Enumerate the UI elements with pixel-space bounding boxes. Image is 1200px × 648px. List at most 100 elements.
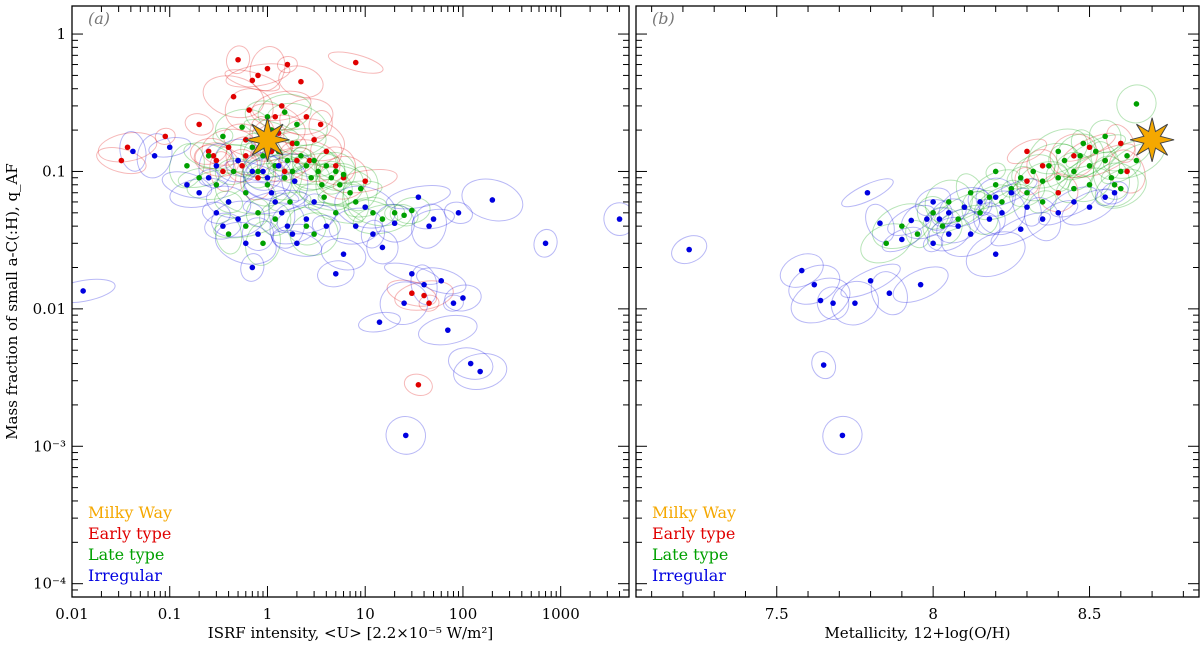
data-point-late-type [401,212,407,219]
data-point-early-type [196,121,202,128]
uncertainty-ellipse [779,253,824,288]
data-point-late-type [260,153,266,159]
uncertainty-ellipse [240,253,265,282]
uncertainty-ellipse [352,203,413,235]
data-point-irregular [930,199,936,205]
data-point-late-type [930,210,936,216]
uncertainty-ellipse [311,214,341,238]
data-point-irregular [961,204,968,210]
uncertainty-ellipse [411,203,447,249]
data-point-late-type [337,181,343,188]
data-point-late-type [315,168,321,175]
data-point-late-type [328,174,335,181]
uncertainty-ellipse [268,192,296,234]
data-point-irregular [798,267,805,274]
data-point-late-type [1039,199,1046,205]
uncertainty-ellipse [1016,161,1069,202]
legend-entry-late-type: Late type [652,545,728,564]
milky-way-star-marker [1129,117,1175,162]
data-point-late-type [379,216,386,222]
data-point-irregular [249,168,256,175]
data-point-irregular [1039,216,1046,222]
uncertainty-ellipse [119,131,147,172]
uncertainty-ellipse [212,127,234,145]
uncertainty-ellipse [186,169,247,200]
data-point-early-type [311,136,317,143]
uncertainty-ellipse [243,181,300,204]
uncertainty-ellipse [1011,154,1056,189]
uncertainty-ellipse [366,230,399,265]
uncertainty-ellipse [281,160,309,202]
data-point-late-type [332,210,339,216]
uncertainty-ellipse [240,132,265,162]
data-point-late-type [255,210,261,216]
data-point-irregular [945,231,952,237]
data-point-late-type [999,199,1005,205]
uncertainty-ellipse [385,416,427,455]
uncertainty-ellipse [1116,84,1157,124]
uncertainty-ellipse [840,263,901,298]
data-point-late-type [242,189,249,196]
x-tick-label: 1 [263,605,273,623]
legend-entry-early-type: Early type [652,524,735,543]
uncertainty-ellipse [881,226,922,253]
data-point-irregular [820,362,827,368]
data-point-late-type [1086,162,1093,169]
data-point-late-type [992,168,999,175]
data-point-irregular [1102,194,1108,200]
uncertainty-ellipse [204,212,242,240]
data-point-late-type [1108,174,1115,181]
data-point-late-type [914,231,921,237]
data-point-irregular [291,178,298,184]
uncertainty-ellipse [97,132,158,163]
data-point-late-type [1055,148,1062,155]
uncertainty-ellipse [1065,134,1126,169]
uncertainty-ellipse [268,191,312,213]
data-point-early-type [306,157,313,164]
uncertainty-ellipse [830,280,879,326]
uncertainty-ellipse [841,178,894,208]
data-point-early-type [1124,168,1130,175]
uncertainty-ellipse [154,127,176,145]
uncertainty-ellipse [940,211,1001,257]
data-point-irregular [1055,210,1062,216]
data-point-early-type [249,77,256,84]
axes [71,5,1200,598]
data-point-late-type [225,231,232,237]
data-point-late-type [323,162,330,169]
data-point-irregular [1111,189,1118,196]
uncertainty-ellipse [1088,119,1122,154]
data-point-early-type [317,121,324,128]
uncertainty-ellipse [384,204,406,222]
data-point-late-type [1133,101,1140,107]
data-point-irregular [830,300,836,306]
uncertainty-ellipse [931,204,985,234]
milky-way-star-marker [245,117,290,162]
data-point-irregular [376,319,383,325]
uncertainty-ellipse [243,162,292,207]
data-point-irregular [249,264,256,271]
data-point-irregular [255,231,261,237]
data-point-irregular [220,223,226,229]
x-tick-label: 0.1 [158,605,182,623]
data-point-irregular [260,168,266,175]
data-point-irregular [908,217,915,224]
uncertainty-ellipse [241,217,275,251]
data-point-late-type [347,189,353,196]
legend-entry-late-type: Late type [88,545,164,564]
data-point-irregular [977,199,983,205]
data-point-irregular [992,251,999,257]
uncertainty-ellipse [202,75,265,119]
data-point-irregular [323,223,330,229]
data-point-early-type [239,162,245,169]
uncertainty-ellipse [671,235,708,265]
data-point-irregular [166,144,173,151]
data-point-early-type [162,133,169,140]
data-point-irregular [999,210,1005,216]
data-point-irregular [294,240,300,247]
data-point-irregular [917,281,924,288]
data-point-late-type [1055,174,1062,181]
legend-entry-irregular: Irregular [88,566,162,585]
uncertainty-ellipse [276,55,298,74]
data-point-late-type [332,168,339,175]
